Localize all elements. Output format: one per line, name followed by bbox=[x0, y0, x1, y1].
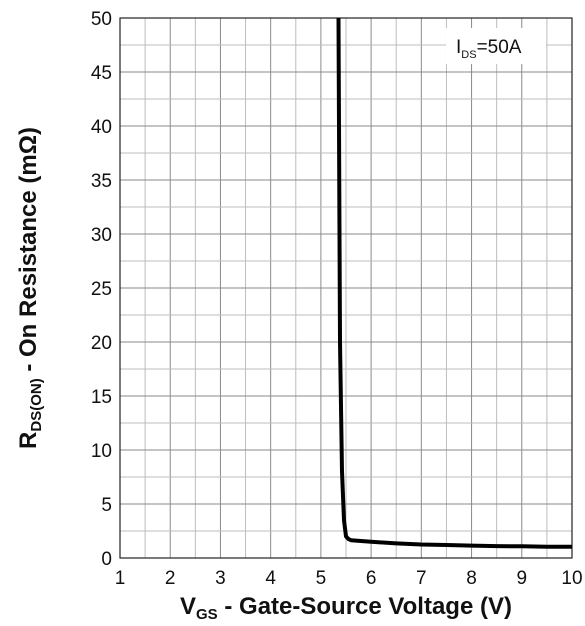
y-axis-title: RDS(ON) - On Resistance (mΩ) bbox=[15, 127, 45, 449]
x-tick-label: 9 bbox=[516, 568, 527, 589]
y-tick-label: 35 bbox=[91, 171, 112, 192]
x-axis-title-main: V bbox=[180, 593, 196, 620]
y-axis-title-sub: DS(ON) bbox=[28, 378, 45, 431]
y-tick-label: 30 bbox=[91, 225, 112, 246]
y-tick-label: 50 bbox=[91, 9, 112, 30]
plot-frame bbox=[119, 17, 573, 559]
series bbox=[336, 17, 572, 549]
x-tick-label: 8 bbox=[466, 568, 477, 589]
y-tick-label: 15 bbox=[91, 387, 112, 408]
grid bbox=[119, 17, 573, 559]
annotation-box bbox=[446, 28, 546, 64]
current-annotation: IDS=50A bbox=[456, 37, 522, 61]
x-tick-label: 1 bbox=[115, 568, 126, 589]
y-tick-label: 0 bbox=[101, 549, 112, 570]
y-axis-title-rest: - On Resistance (mΩ) bbox=[15, 127, 42, 378]
x-tick-label: 2 bbox=[165, 568, 176, 589]
y-tick-label: 10 bbox=[91, 441, 112, 462]
x-tick-label: 6 bbox=[366, 568, 377, 589]
x-tick-label: 5 bbox=[316, 568, 327, 589]
x-tick-labels: 1 2 3 4 5 6 7 8 9 10 bbox=[115, 568, 583, 589]
x-tick-label: 7 bbox=[416, 568, 427, 589]
x-axis-title: VGS - Gate-Source Voltage (V) bbox=[180, 593, 512, 623]
annotation-suffix: =50A bbox=[477, 37, 522, 58]
y-tick-label: 40 bbox=[91, 117, 112, 138]
annotation-main: I bbox=[456, 37, 461, 58]
y-tick-label: 25 bbox=[91, 279, 112, 300]
x-tick-label: 10 bbox=[561, 568, 582, 589]
x-axis-title-sub: GS bbox=[196, 606, 218, 623]
y-tick-label: 45 bbox=[91, 63, 112, 84]
x-axis-title-rest: - Gate-Source Voltage (V) bbox=[218, 593, 512, 620]
x-tick-label: 4 bbox=[265, 568, 276, 589]
y-tick-label: 5 bbox=[101, 495, 112, 516]
annotation-sub: DS bbox=[461, 49, 476, 61]
x-tick-label: 3 bbox=[215, 568, 226, 589]
y-tick-labels: 0 5 10 15 20 25 30 35 40 45 50 bbox=[91, 9, 112, 570]
y-axis-title-main: R bbox=[15, 432, 42, 449]
rds-curve bbox=[336, 17, 572, 549]
y-tick-label: 20 bbox=[91, 333, 112, 354]
